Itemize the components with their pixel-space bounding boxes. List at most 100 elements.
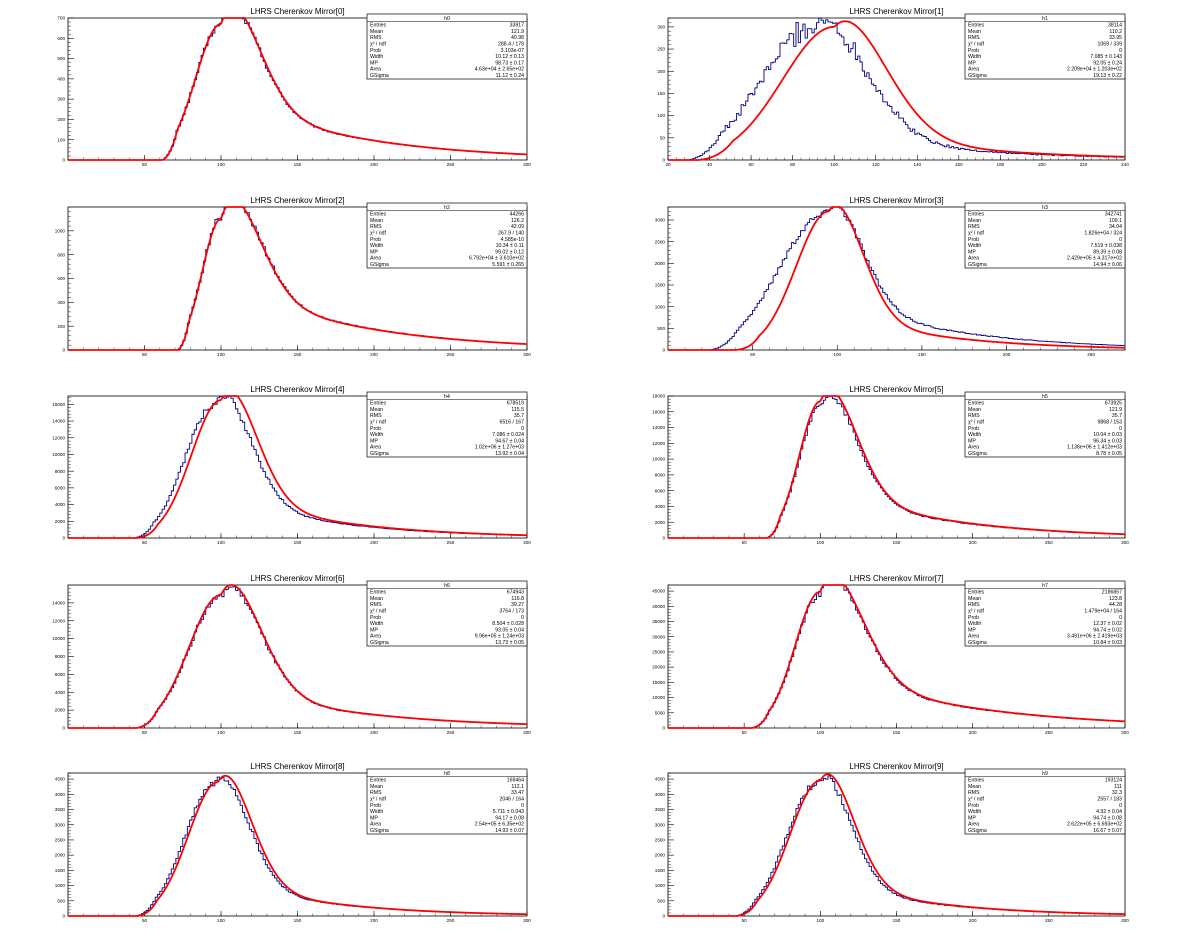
stats-label: Mean bbox=[370, 218, 383, 224]
stats-value: 674943 bbox=[507, 590, 524, 596]
chart-panel-3: LHRS Cherenkov Mirror[3]0500100015002000… bbox=[655, 196, 1126, 357]
stats-label: Area bbox=[370, 634, 381, 640]
y-tick-label: 500 bbox=[57, 898, 65, 903]
y-tick-label: 12000 bbox=[652, 441, 665, 446]
x-tick-label: 200 bbox=[370, 162, 378, 167]
stats-value: 44266 bbox=[510, 212, 525, 218]
stats-value: 14.93 ± 0.07 bbox=[495, 828, 524, 834]
stats-label: GSigma bbox=[370, 451, 389, 457]
stats-value: 0 bbox=[1119, 615, 1122, 621]
y-tick-label: 14000 bbox=[652, 425, 665, 430]
stats-value: 112.1 bbox=[511, 784, 524, 790]
stats-label: Width bbox=[370, 54, 383, 60]
y-tick-label: 1000 bbox=[655, 883, 666, 888]
stats-hist-name: h7 bbox=[1042, 583, 1048, 589]
stats-label: RMS bbox=[968, 413, 980, 419]
stats-value: 94.67 ± 0.04 bbox=[495, 438, 524, 444]
stats-label: Width bbox=[968, 432, 981, 438]
y-tick-label: 0 bbox=[62, 726, 65, 731]
x-tick-label: 60 bbox=[749, 162, 755, 167]
stats-label: Width bbox=[968, 809, 981, 815]
stats-value: 0 bbox=[521, 803, 524, 809]
stats-label: Area bbox=[968, 67, 979, 73]
x-tick-label: 140 bbox=[913, 162, 921, 167]
stats-label: RMS bbox=[968, 790, 980, 796]
chart-panel-2: LHRS Cherenkov Mirror[2] 0 200 400 600 800 100… bbox=[55, 196, 532, 357]
y-tick-label: 8000 bbox=[55, 469, 66, 474]
stats-label: GSigma bbox=[968, 828, 987, 834]
chart-panel-8: LHRS Cherenkov Mirror[8]0500100015002000… bbox=[55, 762, 532, 923]
stats-label: Area bbox=[370, 67, 381, 73]
y-tick-label: 500 bbox=[57, 56, 65, 61]
stats-hist-name: h5 bbox=[1042, 394, 1048, 400]
stats-label: Entries bbox=[370, 23, 387, 29]
x-tick-label: 120 bbox=[872, 162, 880, 167]
stats-label: GSigma bbox=[968, 451, 987, 457]
histogram-series bbox=[668, 206, 1125, 351]
stats-value: 11.12 ± 0.24 bbox=[496, 73, 525, 79]
stats-hist-name: h3 bbox=[1042, 205, 1048, 211]
y-tick-label: 8000 bbox=[55, 654, 66, 659]
y-tick-label: 3500 bbox=[55, 807, 66, 812]
stats-value: 6516 / 167 bbox=[499, 420, 524, 426]
y-tick-label: 1500 bbox=[655, 868, 666, 873]
stats-label: Prob bbox=[370, 48, 381, 54]
stats-label: RMS bbox=[370, 35, 382, 41]
stats-label: MP bbox=[968, 627, 976, 633]
y-tick-label: 15000 bbox=[652, 680, 665, 685]
stats-value: 7.085 ± 0.143 bbox=[1090, 54, 1122, 60]
stats-label: χ² / ndf bbox=[370, 42, 387, 48]
y-tick-label: 1500 bbox=[55, 868, 66, 873]
x-tick-label: 150 bbox=[918, 352, 926, 357]
stats-box bbox=[964, 391, 1126, 458]
stats-label: Prob bbox=[370, 426, 381, 432]
y-tick-label: 0 bbox=[62, 536, 65, 541]
stats-label: χ² / ndf bbox=[370, 231, 387, 237]
stats-value: 13.92 ± 0.04 bbox=[495, 451, 524, 457]
y-tick-label: 400 bbox=[57, 76, 65, 81]
stats-label: Entries bbox=[968, 778, 985, 784]
stats-label: Width bbox=[370, 809, 383, 815]
y-tick-label: 45000 bbox=[652, 589, 665, 594]
stats-label: Area bbox=[370, 822, 381, 828]
chart-title: LHRS Cherenkov Mirror[1] bbox=[849, 7, 943, 16]
stats-label: Mean bbox=[968, 218, 981, 224]
x-tick-label: 200 bbox=[969, 730, 977, 735]
y-tick-label: 5000 bbox=[655, 710, 666, 715]
stats-value: 115.5 bbox=[511, 407, 524, 413]
stats-label: χ² / ndf bbox=[370, 420, 387, 426]
y-tick-label: 150 bbox=[657, 91, 665, 96]
y-tick-label: 0 bbox=[62, 158, 65, 163]
stats-value: 121.9 bbox=[1109, 407, 1122, 413]
stats-value: 126.2 bbox=[511, 218, 524, 224]
x-tick-label: 300 bbox=[1121, 540, 1129, 545]
stats-label: Mean bbox=[370, 407, 383, 413]
stats-label: Width bbox=[968, 621, 981, 627]
stats-label: Area bbox=[968, 822, 979, 828]
stats-value: 110.2 bbox=[1109, 29, 1122, 35]
x-tick-label: 80 bbox=[790, 162, 796, 167]
stats-value: 89.39 ± 0.08 bbox=[1093, 249, 1122, 255]
chart-panel-6: LHRS Cherenkov Mirror[6]0200040006000800… bbox=[52, 574, 531, 735]
y-tick-label: 35000 bbox=[652, 619, 665, 624]
x-tick-label: 40 bbox=[707, 162, 713, 167]
stats-label: Area bbox=[968, 634, 979, 640]
x-tick-label: 50 bbox=[142, 730, 148, 735]
y-tick-label: 0 bbox=[62, 914, 65, 919]
y-tick-label: 12000 bbox=[52, 618, 65, 623]
stats-label: Mean bbox=[370, 29, 383, 35]
stats-value: 1.826e+04 / 324 bbox=[1084, 231, 1122, 237]
y-tick-label: 800 bbox=[57, 252, 65, 257]
stats-hist-name: h9 bbox=[1042, 771, 1048, 777]
y-tick-label: 700 bbox=[57, 16, 65, 21]
x-tick-label: 200 bbox=[969, 918, 977, 923]
stats-value: 3.103e-07 bbox=[501, 48, 524, 54]
stats-label: Area bbox=[968, 445, 979, 451]
x-tick-label: 200 bbox=[1038, 162, 1046, 167]
x-tick-label: 250 bbox=[1045, 730, 1053, 735]
x-tick-label: 250 bbox=[447, 352, 455, 357]
y-tick-label: 18000 bbox=[652, 394, 665, 399]
x-tick-label: 150 bbox=[893, 730, 901, 735]
stats-value: 9868 / 153 bbox=[1097, 420, 1122, 426]
x-tick-label: 300 bbox=[1121, 730, 1129, 735]
